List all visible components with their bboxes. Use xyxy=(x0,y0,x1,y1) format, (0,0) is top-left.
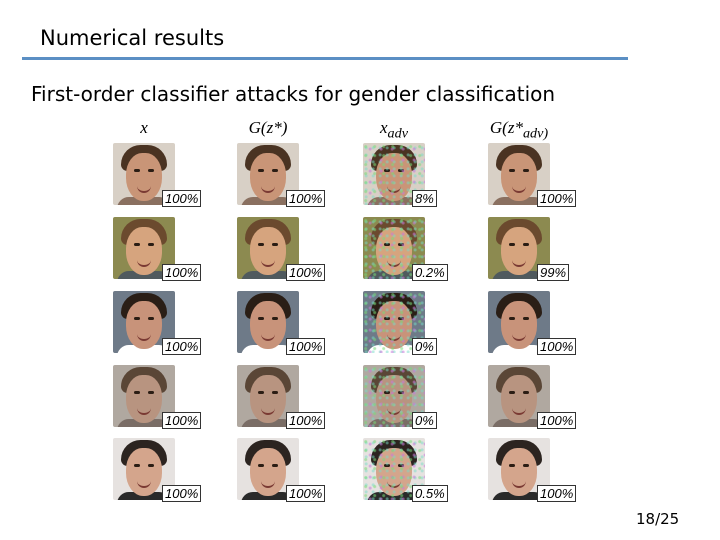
confidence-label: 100% xyxy=(286,485,326,502)
face-image xyxy=(363,438,425,500)
confidence-label: 100% xyxy=(162,264,202,281)
confidence-label: 100% xyxy=(286,412,326,429)
face-image xyxy=(488,365,550,427)
face-image xyxy=(363,143,425,205)
confidence-label: 100% xyxy=(162,485,202,502)
face-image xyxy=(113,365,175,427)
face-image xyxy=(488,217,550,279)
confidence-label: 100% xyxy=(537,412,577,429)
confidence-label: 100% xyxy=(537,338,577,355)
column-header-gzadv-base: G(z* xyxy=(489,118,523,137)
confidence-label: 100% xyxy=(162,338,202,355)
confidence-label: 100% xyxy=(286,264,326,281)
slide-subtitle: First-order classifier attacks for gende… xyxy=(31,82,556,106)
confidence-label: 0.5% xyxy=(412,485,448,502)
confidence-label: 0% xyxy=(412,338,437,355)
column-header-xadv: xadv xyxy=(349,118,439,142)
page-number: 18/25 xyxy=(636,510,680,528)
face-image xyxy=(488,143,550,205)
confidence-label: 100% xyxy=(162,412,202,429)
column-header-gz-base: G(z*) xyxy=(248,118,288,137)
face-image xyxy=(113,217,175,279)
confidence-label: 100% xyxy=(537,190,577,207)
column-header-x-base: x xyxy=(140,118,148,137)
face-image xyxy=(237,143,299,205)
face-image xyxy=(113,291,175,353)
confidence-label: 0.2% xyxy=(412,264,448,281)
column-header-xadv-sub: adv xyxy=(387,125,408,142)
confidence-label: 100% xyxy=(537,485,577,502)
column-header-gzadv-sub: adv) xyxy=(522,125,549,142)
column-header-gz: G(z*) xyxy=(223,118,313,142)
confidence-label: 0% xyxy=(412,412,437,429)
face-image xyxy=(488,291,550,353)
face-image xyxy=(237,291,299,353)
column-header-xadv-base: x xyxy=(380,118,388,137)
confidence-label: 100% xyxy=(286,190,326,207)
confidence-label: 8% xyxy=(412,190,437,207)
title-underline xyxy=(22,57,628,60)
face-image xyxy=(113,143,175,205)
face-image xyxy=(113,438,175,500)
confidence-label: 100% xyxy=(286,338,326,355)
slide-title: Numerical results xyxy=(40,26,225,50)
confidence-label: 100% xyxy=(162,190,202,207)
confidence-label: 99% xyxy=(537,264,570,281)
column-header-x: x xyxy=(99,118,189,142)
face-image xyxy=(488,438,550,500)
column-header-gzadv: G(z*adv) xyxy=(474,118,564,142)
